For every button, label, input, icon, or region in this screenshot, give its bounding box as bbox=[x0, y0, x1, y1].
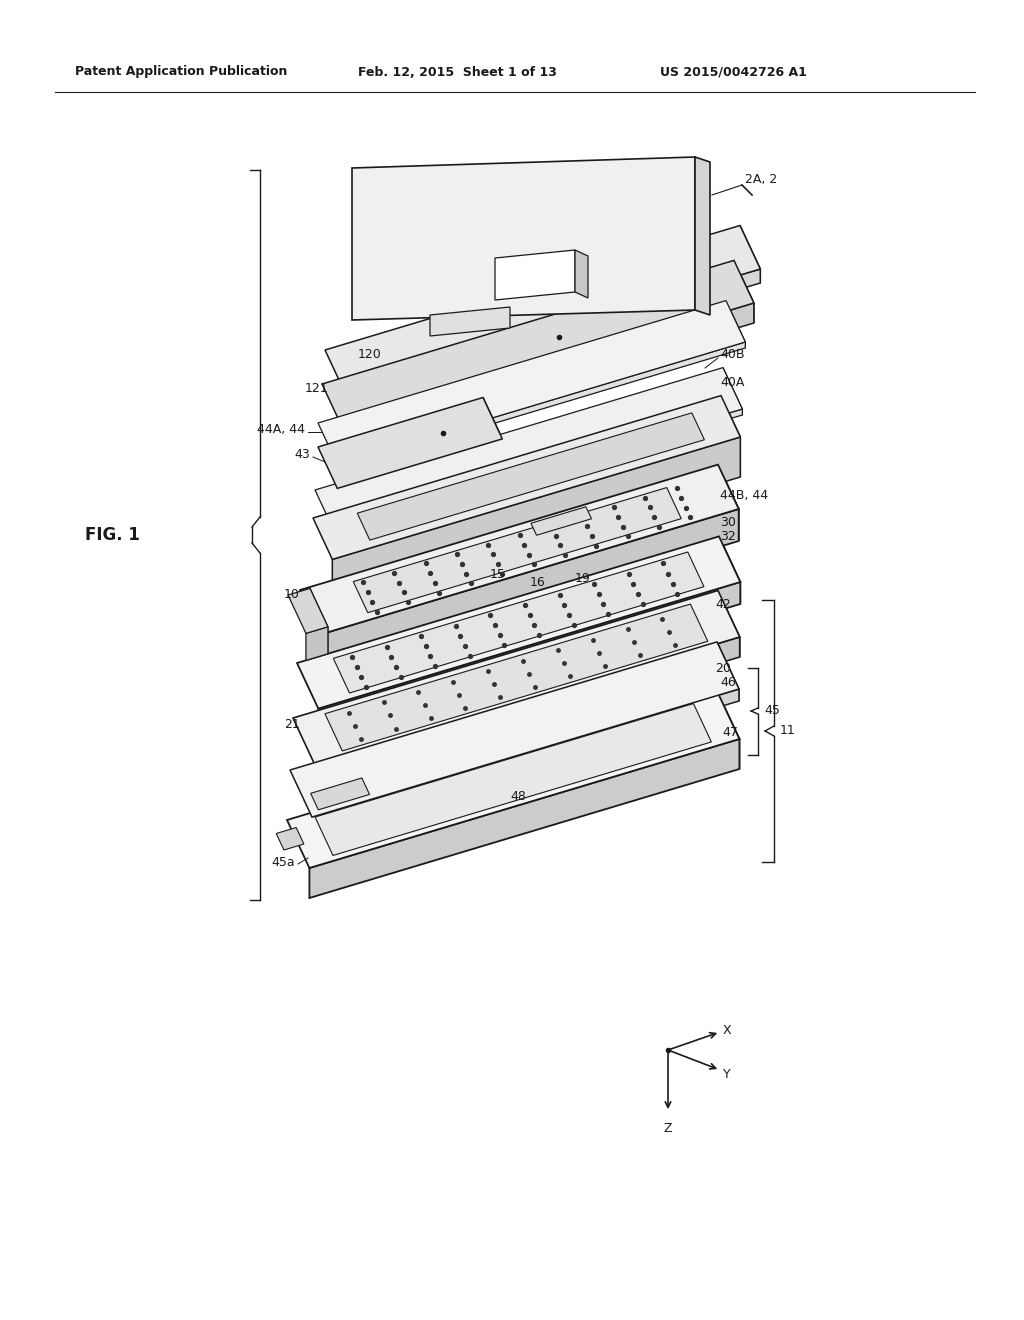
Polygon shape bbox=[318, 582, 740, 730]
Polygon shape bbox=[321, 510, 738, 667]
Text: 19: 19 bbox=[575, 572, 591, 585]
Polygon shape bbox=[353, 487, 681, 612]
Text: 46: 46 bbox=[720, 676, 736, 689]
Polygon shape bbox=[306, 627, 328, 660]
Polygon shape bbox=[734, 260, 754, 323]
Polygon shape bbox=[297, 536, 740, 709]
Polygon shape bbox=[575, 249, 588, 298]
Polygon shape bbox=[718, 465, 738, 541]
Text: 42: 42 bbox=[715, 598, 731, 611]
Text: 43: 43 bbox=[294, 449, 310, 462]
Text: X: X bbox=[723, 1023, 731, 1036]
Polygon shape bbox=[357, 413, 705, 540]
Text: US 2015/0042726 A1: US 2015/0042726 A1 bbox=[660, 66, 807, 78]
Polygon shape bbox=[352, 157, 695, 319]
Text: 40A: 40A bbox=[720, 375, 744, 388]
Polygon shape bbox=[719, 536, 740, 605]
Text: 47: 47 bbox=[722, 726, 738, 739]
Polygon shape bbox=[314, 638, 739, 784]
Polygon shape bbox=[310, 589, 328, 653]
Text: 15: 15 bbox=[490, 569, 506, 582]
Polygon shape bbox=[334, 552, 703, 693]
Text: FIG. 1: FIG. 1 bbox=[85, 525, 140, 544]
Text: 21: 21 bbox=[285, 718, 300, 731]
Text: 45: 45 bbox=[764, 705, 780, 718]
Polygon shape bbox=[310, 777, 370, 810]
Polygon shape bbox=[325, 226, 760, 393]
Polygon shape bbox=[430, 308, 510, 337]
Polygon shape bbox=[740, 226, 760, 282]
Polygon shape bbox=[300, 465, 738, 635]
Text: 44A, 44: 44A, 44 bbox=[257, 424, 305, 437]
Polygon shape bbox=[717, 690, 739, 770]
Text: 40B: 40B bbox=[720, 348, 744, 362]
Text: Feb. 12, 2015  Sheet 1 of 13: Feb. 12, 2015 Sheet 1 of 13 bbox=[358, 66, 557, 78]
Polygon shape bbox=[333, 437, 740, 599]
Polygon shape bbox=[315, 367, 742, 532]
Text: 20: 20 bbox=[715, 661, 731, 675]
Text: 121: 121 bbox=[305, 381, 329, 395]
Polygon shape bbox=[318, 301, 745, 465]
Polygon shape bbox=[718, 590, 739, 657]
Text: Patent Application Publication: Patent Application Publication bbox=[75, 66, 288, 78]
Polygon shape bbox=[315, 704, 712, 855]
Polygon shape bbox=[723, 367, 742, 414]
Polygon shape bbox=[312, 689, 739, 829]
Text: Z: Z bbox=[664, 1122, 672, 1135]
Text: 32: 32 bbox=[720, 531, 736, 544]
Polygon shape bbox=[483, 397, 503, 465]
Polygon shape bbox=[695, 157, 710, 315]
Text: 16: 16 bbox=[530, 576, 546, 589]
Text: 30: 30 bbox=[720, 516, 736, 528]
Polygon shape bbox=[337, 342, 745, 470]
Polygon shape bbox=[495, 249, 575, 300]
Text: 11: 11 bbox=[780, 725, 796, 738]
Polygon shape bbox=[325, 605, 708, 751]
Polygon shape bbox=[322, 260, 754, 426]
Polygon shape bbox=[345, 269, 760, 408]
Polygon shape bbox=[288, 589, 328, 634]
Text: 48: 48 bbox=[510, 791, 526, 804]
Text: 10: 10 bbox=[284, 589, 300, 602]
Polygon shape bbox=[337, 438, 503, 515]
Polygon shape bbox=[287, 690, 739, 869]
Polygon shape bbox=[726, 301, 745, 348]
Text: Y: Y bbox=[723, 1068, 731, 1081]
Polygon shape bbox=[334, 409, 742, 537]
Polygon shape bbox=[530, 507, 592, 535]
Polygon shape bbox=[342, 304, 754, 446]
Polygon shape bbox=[276, 828, 304, 850]
Text: 45a: 45a bbox=[271, 855, 295, 869]
Polygon shape bbox=[318, 397, 503, 488]
Polygon shape bbox=[313, 396, 740, 560]
Text: 2A, 2: 2A, 2 bbox=[745, 173, 777, 186]
Polygon shape bbox=[309, 739, 739, 898]
Text: 120: 120 bbox=[358, 348, 382, 362]
Polygon shape bbox=[290, 642, 739, 817]
Polygon shape bbox=[717, 642, 739, 701]
Polygon shape bbox=[721, 396, 740, 477]
Text: 44B, 44: 44B, 44 bbox=[720, 488, 768, 502]
Polygon shape bbox=[293, 590, 739, 764]
